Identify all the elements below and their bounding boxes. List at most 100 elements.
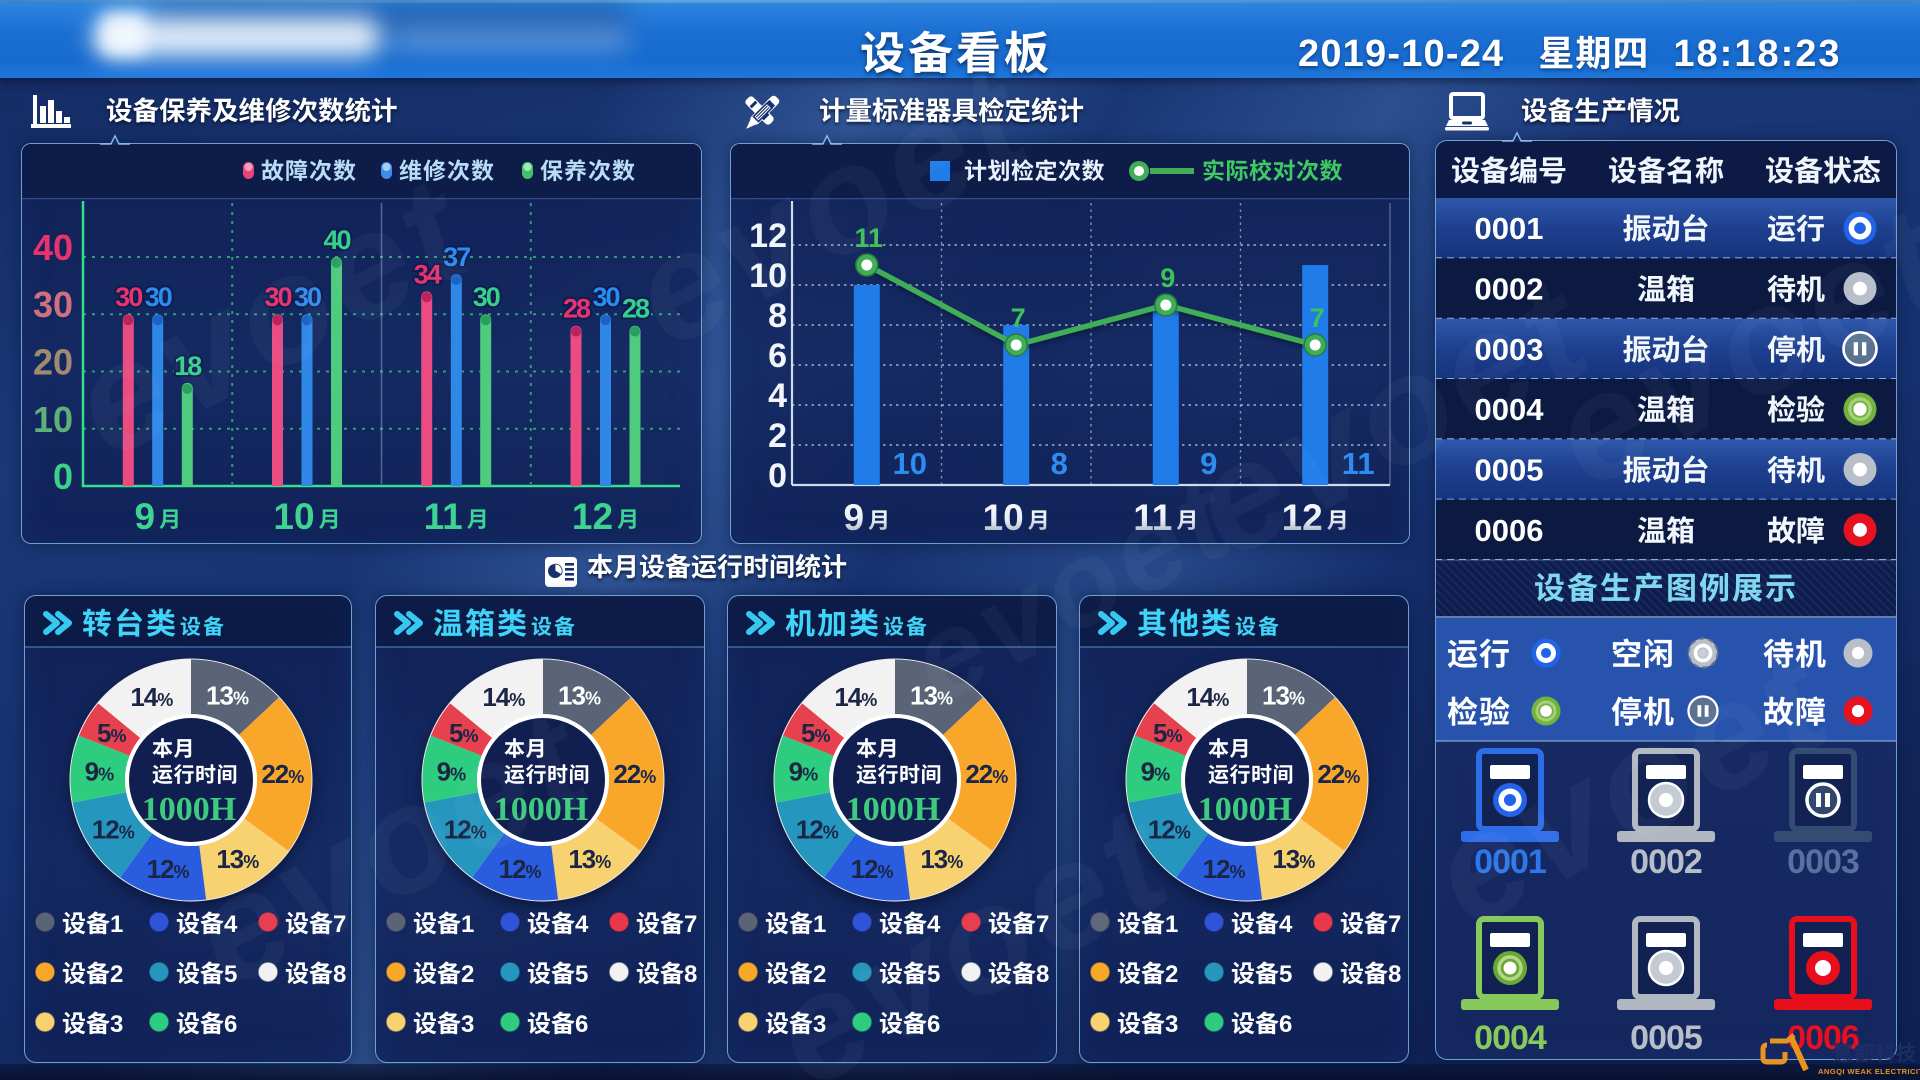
svg-text:检验: 检验 [1767,387,1825,429]
svg-text:13%: 13% [206,681,249,711]
svg-text:待机: 待机 [1763,629,1827,674]
svg-text:12%: 12% [796,814,839,844]
svg-text:13%: 13% [920,844,963,874]
svg-text:故障: 故障 [1763,687,1827,732]
svg-text:设备2: 设备2 [413,954,474,989]
svg-text:实际校对次数: 实际校对次数 [1202,152,1343,186]
svg-text:10月: 10 月 [983,497,1050,538]
svg-text:14%: 14% [482,682,525,712]
svg-text:22%: 22% [613,759,656,789]
svg-text:1000H: 1000H [846,791,940,828]
svg-text:设备2: 设备2 [62,954,123,989]
svg-text:30: 30 [145,282,172,312]
svg-text:待机: 待机 [1767,448,1825,490]
svg-text:30: 30 [592,282,619,312]
svg-text:设备3: 设备3 [62,1004,123,1039]
svg-text:30: 30 [264,282,291,312]
svg-text:9%: 9% [85,756,114,786]
svg-text:7: 7 [1310,303,1325,333]
svg-text:温箱: 温箱 [1637,267,1695,309]
svg-text:ANGQI WEAK ELECTRICITY: ANGQI WEAK ELECTRICITY [1818,1067,1920,1076]
svg-text:0001: 0001 [1475,211,1544,246]
svg-text:30: 30 [294,282,321,312]
svg-text:12月: 12 月 [572,496,639,537]
svg-text:待机: 待机 [1767,267,1825,309]
svg-text:设备2: 设备2 [1117,954,1178,989]
svg-text:设备5: 设备5 [1231,954,1292,989]
svg-text:1000H: 1000H [1198,791,1292,828]
svg-text:0003: 0003 [1787,843,1859,881]
svg-text:设备4: 设备4 [176,904,238,939]
svg-text:11月: 11 月 [1133,497,1198,538]
svg-text:0005: 0005 [1475,453,1544,488]
svg-text:设备1: 设备1 [413,904,474,939]
svg-text:12%: 12% [92,814,135,844]
svg-text:设备3: 设备3 [765,1004,826,1039]
svg-text:8: 8 [768,297,787,335]
svg-text:设备7: 设备7 [285,904,346,939]
svg-text:0006: 0006 [1475,513,1544,548]
svg-text:13%: 13% [910,681,953,711]
svg-text:0001: 0001 [1474,843,1546,881]
svg-text:设备7: 设备7 [636,904,697,939]
svg-text:2: 2 [768,417,787,455]
svg-text:故障次数: 故障次数 [261,152,357,186]
svg-text:13%: 13% [216,844,259,874]
svg-text:22%: 22% [1317,759,1360,789]
svg-text:22%: 22% [261,759,304,789]
svg-text:运行时间: 运行时间 [152,759,238,789]
svg-text:9: 9 [1160,263,1175,293]
svg-text:30: 30 [33,284,73,325]
svg-text:11: 11 [855,223,884,253]
svg-text:设备1: 设备1 [765,904,826,939]
svg-text:设备生产图例展示: 设备生产图例展示 [1534,563,1798,608]
svg-text:温箱: 温箱 [1637,387,1695,429]
svg-text:0002: 0002 [1630,843,1702,881]
svg-text:设备6: 设备6 [879,1004,940,1039]
svg-text:空闲: 空闲 [1611,629,1675,674]
svg-text:12%: 12% [1203,854,1246,884]
svg-text:0003: 0003 [1475,332,1544,367]
svg-text:9: 9 [1200,446,1217,481]
svg-text:1000H: 1000H [142,791,236,828]
svg-text:10: 10 [749,257,787,295]
svg-text:设备名称: 设备名称 [1608,148,1724,190]
svg-text:10: 10 [893,446,927,481]
svg-text:12%: 12% [499,854,542,884]
svg-text:保养次数: 保养次数 [540,152,636,186]
svg-text:设备8: 设备8 [636,954,697,989]
svg-text:设备编号: 设备编号 [1451,148,1567,190]
svg-text:20: 20 [33,342,73,383]
svg-text:设备4: 设备4 [1231,904,1293,939]
svg-text:运行: 运行 [1447,629,1511,674]
svg-text:设备6: 设备6 [176,1004,237,1039]
svg-text:12%: 12% [444,814,487,844]
svg-text:13%: 13% [568,844,611,874]
svg-text:9%: 9% [1141,756,1170,786]
svg-text:14%: 14% [834,682,877,712]
svg-text:0004: 0004 [1475,392,1545,427]
svg-text:维修次数: 维修次数 [399,152,495,186]
svg-text:设备3: 设备3 [413,1004,474,1039]
svg-text:5%: 5% [1153,718,1182,748]
svg-text:其他类设备: 其他类设备 [1137,599,1281,643]
svg-text:12%: 12% [851,854,894,884]
svg-text:设备6: 设备6 [527,1004,588,1039]
svg-text:0005: 0005 [1630,1019,1702,1057]
svg-text:14%: 14% [1186,682,1229,712]
svg-text:9月: 9月 [844,497,891,538]
svg-text:30: 30 [473,282,500,312]
svg-text:6: 6 [768,337,787,375]
svg-text:10月: 10 月 [273,496,340,537]
svg-text:设备5: 设备5 [176,954,237,989]
svg-text:设备7: 设备7 [988,904,1049,939]
svg-text:0: 0 [53,456,73,497]
svg-text:设备7: 设备7 [1340,904,1401,939]
svg-text:28: 28 [622,294,650,324]
svg-text:18: 18 [174,351,202,381]
svg-text:本月: 本月 [152,733,195,763]
svg-text:1000H: 1000H [494,791,588,828]
svg-text:设备8: 设备8 [1340,954,1401,989]
svg-text:本月: 本月 [1208,733,1251,763]
svg-text:停机: 停机 [1611,687,1675,732]
